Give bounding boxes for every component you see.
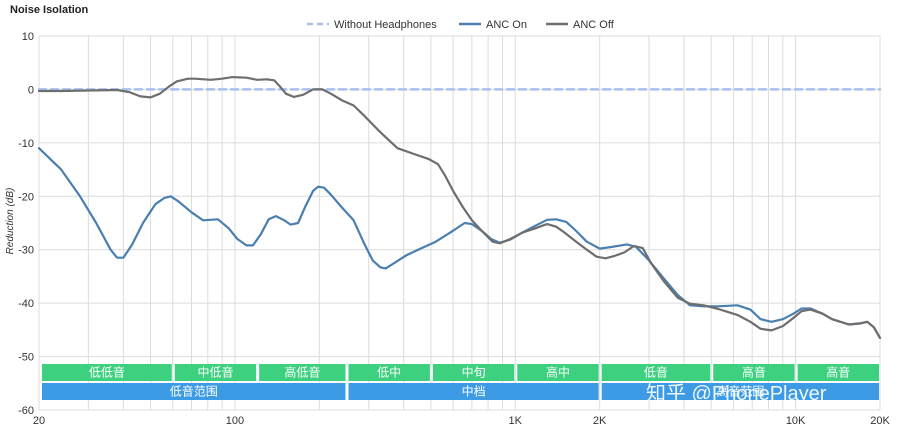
bottom-band-label: 高音范围 xyxy=(716,384,764,399)
x-tick-label: 20K xyxy=(870,415,890,427)
x-tick-label: 2K xyxy=(593,415,607,427)
x-tick-label: 10K xyxy=(786,415,806,427)
top-band xyxy=(42,364,172,381)
y-tick-label: -60 xyxy=(18,405,34,417)
top-band-label: 低音 xyxy=(644,365,668,380)
bottom-band xyxy=(348,383,599,400)
grid xyxy=(38,35,881,411)
top-band-label: 低低音 xyxy=(89,365,125,380)
legend-label: Without Headphones xyxy=(334,19,437,31)
top-band xyxy=(432,364,515,381)
bottom-band xyxy=(42,383,346,400)
legend-label: ANC On xyxy=(486,19,527,31)
x-tick-label: 1K xyxy=(509,415,523,427)
top-band-label: 高音 xyxy=(826,365,850,380)
x-tick-label: 20 xyxy=(33,415,45,427)
y-tick-label: -50 xyxy=(18,352,34,364)
top-band-label: 高低音 xyxy=(284,365,320,380)
top-band xyxy=(797,364,879,381)
chart-title: Noise Isolation xyxy=(10,4,89,16)
top-band-label: 高中 xyxy=(546,365,570,380)
x-tick-label: 100 xyxy=(226,415,244,427)
legend: Without Headphones ANC On ANC Off xyxy=(307,19,615,31)
top-band xyxy=(174,364,257,381)
top-band-label: 中低音 xyxy=(197,365,233,380)
series-lines xyxy=(37,76,882,339)
top-band-label: 高音 xyxy=(742,365,766,380)
top-band xyxy=(713,364,795,381)
y-tick-label: 10 xyxy=(22,31,34,43)
top-band-label: 低中 xyxy=(377,365,401,380)
y-tick-label: -30 xyxy=(18,245,34,257)
top-band xyxy=(601,364,711,381)
y-tick-label: -40 xyxy=(18,298,34,310)
y-tick-label: 0 xyxy=(28,84,34,96)
top-band-label: 中旬 xyxy=(462,365,486,380)
series-line-anc-off xyxy=(37,76,882,339)
top-band xyxy=(348,364,430,381)
series-line-anc-on xyxy=(37,147,882,339)
bottom-band-label: 低音范围 xyxy=(170,384,218,399)
top-band xyxy=(517,364,599,381)
top-band xyxy=(259,364,346,381)
bottom-band xyxy=(601,383,879,400)
y-axis-label: Reduction (dB) xyxy=(5,188,16,255)
watermark: 知乎 @PhonePlayer xyxy=(646,382,827,405)
legend-label: ANC Off xyxy=(573,19,615,31)
watermark-text: 知乎 @PhonePlayer xyxy=(646,382,827,405)
y-tick-label: -10 xyxy=(18,138,34,150)
bottom-band-label: 中档 xyxy=(462,384,486,399)
y-tick-label: -20 xyxy=(18,191,34,203)
